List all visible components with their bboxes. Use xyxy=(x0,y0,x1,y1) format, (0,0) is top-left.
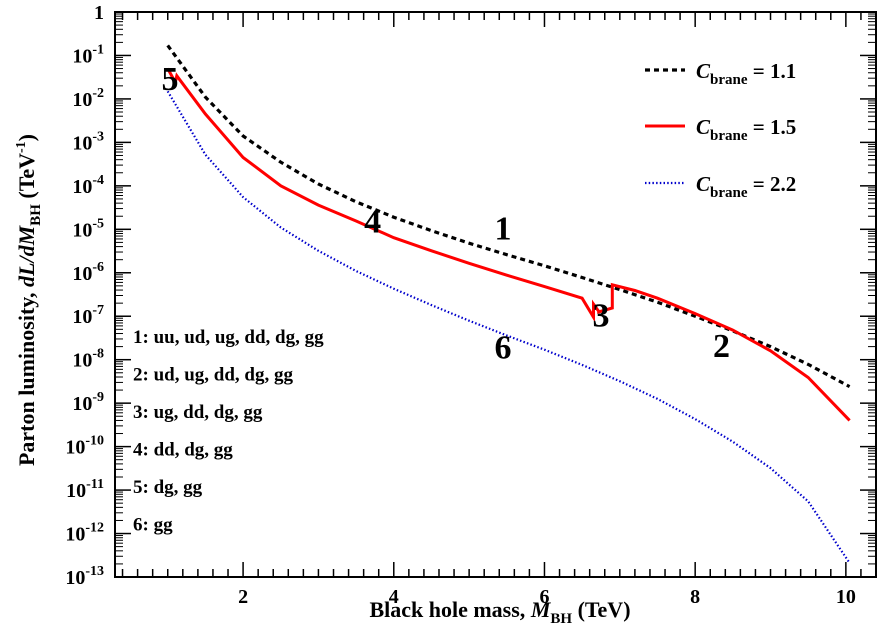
region-marker-5: 5 xyxy=(162,61,179,98)
x-tick-label: 4 xyxy=(389,586,399,608)
y-tick-label: 10-8 xyxy=(72,347,104,372)
axis-ticks xyxy=(115,11,877,578)
y-tick-label: 1 xyxy=(94,2,104,24)
x-tick-label: 6 xyxy=(539,586,549,608)
legend-label-1: Cbrane = 1.1 xyxy=(696,59,796,88)
y-tick-base: 10 xyxy=(66,480,86,502)
x-axis-title-var: M xyxy=(530,597,552,622)
series-line-3 xyxy=(166,90,851,564)
y-tick-exponent: -5 xyxy=(92,216,104,231)
channel-annotation-2: 2: ud, ug, dd, dg, gg xyxy=(133,365,293,386)
legend-value: = 2.2 xyxy=(748,172,797,196)
y-tick-exponent: -3 xyxy=(92,129,104,144)
y-axis-title-close: ) xyxy=(14,134,39,141)
y-axis-title-unit-exp: -1 xyxy=(14,141,29,153)
y-tick-label: 10-11 xyxy=(66,477,104,502)
y-tick-base: 10 xyxy=(72,350,92,372)
region-marker-3: 3 xyxy=(592,297,609,334)
y-axis-title-unit: (TeV xyxy=(14,153,39,204)
y-tick-exponent: -12 xyxy=(85,521,104,536)
y-tick-label: 10-7 xyxy=(72,303,104,328)
y-tick-base: 10 xyxy=(65,567,85,589)
legend-var: C xyxy=(696,59,711,83)
region-marker-4: 4 xyxy=(364,203,381,240)
x-axis-title-unit: (TeV) xyxy=(572,597,630,622)
plot-frame xyxy=(114,11,877,578)
y-tick-label: 10-6 xyxy=(72,260,104,285)
y-tick-base: 10 xyxy=(72,176,92,198)
region-marker-1: 1 xyxy=(495,211,512,248)
legend-var: C xyxy=(696,172,711,196)
y-axis-title-prefix: Parton luminosity, xyxy=(14,287,39,466)
legend-value: = 1.5 xyxy=(748,115,797,139)
y-tick-exponent: -1 xyxy=(92,42,104,57)
legend-sub: brane xyxy=(710,185,748,201)
series-line-2 xyxy=(166,67,851,422)
legend-value: = 1.1 xyxy=(748,59,797,83)
y-tick-label: 10-13 xyxy=(65,564,104,589)
y-axis-title-sub: BH xyxy=(28,204,44,226)
y-tick-exponent: -8 xyxy=(92,347,104,362)
y-tick-exponent: -13 xyxy=(85,564,104,579)
legend-var: C xyxy=(696,115,711,139)
series-line-1 xyxy=(166,44,851,389)
y-tick-base: 10 xyxy=(72,306,92,328)
channel-annotation-1: 1: uu, ud, ug, dd, dg, gg xyxy=(133,327,324,348)
y-tick-label: 10-9 xyxy=(72,390,104,415)
y-tick-exponent: -9 xyxy=(92,390,104,405)
channel-annotation-3: 3: ug, dd, dg, gg xyxy=(133,402,263,423)
y-tick-base: 10 xyxy=(72,89,92,111)
channel-annotation-6: 6: gg xyxy=(133,515,173,536)
y-tick-base: 10 xyxy=(72,45,92,67)
series-layer xyxy=(166,44,851,564)
x-tick-label: 8 xyxy=(690,586,700,608)
y-tick-base: 10 xyxy=(65,524,85,546)
legend-sub: brane xyxy=(710,128,748,144)
y-tick-label: 10-12 xyxy=(65,521,104,546)
y-tick-base: 10 xyxy=(72,393,92,415)
y-tick-label: 10-1 xyxy=(72,42,104,67)
label-layer: 2 4 6 8 10110-110-210-310-410-510-610-710-81… xyxy=(65,2,856,608)
legend-label-2: Cbrane = 1.5 xyxy=(696,115,796,144)
x-axis-title: Black hole mass, MBH (TeV) xyxy=(369,597,630,627)
region-marker-2: 2 xyxy=(713,328,730,365)
y-tick-exponent: -11 xyxy=(86,477,104,492)
x-tick-label: 10 xyxy=(836,586,856,608)
y-axis-title-var1: dL xyxy=(14,262,39,286)
y-tick-base: 10 xyxy=(65,437,85,459)
y-tick-base: 10 xyxy=(72,263,92,285)
legend-label-3: Cbrane = 2.2 xyxy=(696,172,796,201)
legend-sub: brane xyxy=(710,72,748,88)
x-axis-title-sub: BH xyxy=(550,611,572,627)
y-tick-exponent: -10 xyxy=(85,434,104,449)
y-tick-exponent: -2 xyxy=(92,86,104,101)
channel-annotation-4: 4: dd, dg, gg xyxy=(133,440,233,461)
y-axis-title: Parton luminosity, dL/dMBH (TeV-1) xyxy=(14,134,44,466)
region-marker-6: 6 xyxy=(495,330,512,367)
y-tick-exponent: -4 xyxy=(92,173,104,188)
y-tick-label: 10-4 xyxy=(72,173,104,198)
y-tick-label: 10-5 xyxy=(72,216,104,241)
channel-annotation-5: 5: dg, gg xyxy=(133,477,203,498)
y-axis-title-slash: / xyxy=(14,254,39,264)
y-tick-base: 1 xyxy=(94,2,104,24)
y-tick-exponent: -6 xyxy=(92,260,104,275)
y-tick-label: 10-3 xyxy=(72,129,104,154)
y-tick-base: 10 xyxy=(72,219,92,241)
y-axis-title-var2: dM xyxy=(14,224,39,256)
y-tick-base: 10 xyxy=(72,132,92,154)
y-tick-exponent: -7 xyxy=(92,303,104,318)
y-tick-label: 10-2 xyxy=(72,86,104,111)
x-tick-label: 2 xyxy=(238,586,248,608)
x-axis-title-prefix: Black hole mass, xyxy=(369,597,530,622)
y-tick-label: 10-10 xyxy=(65,434,104,459)
